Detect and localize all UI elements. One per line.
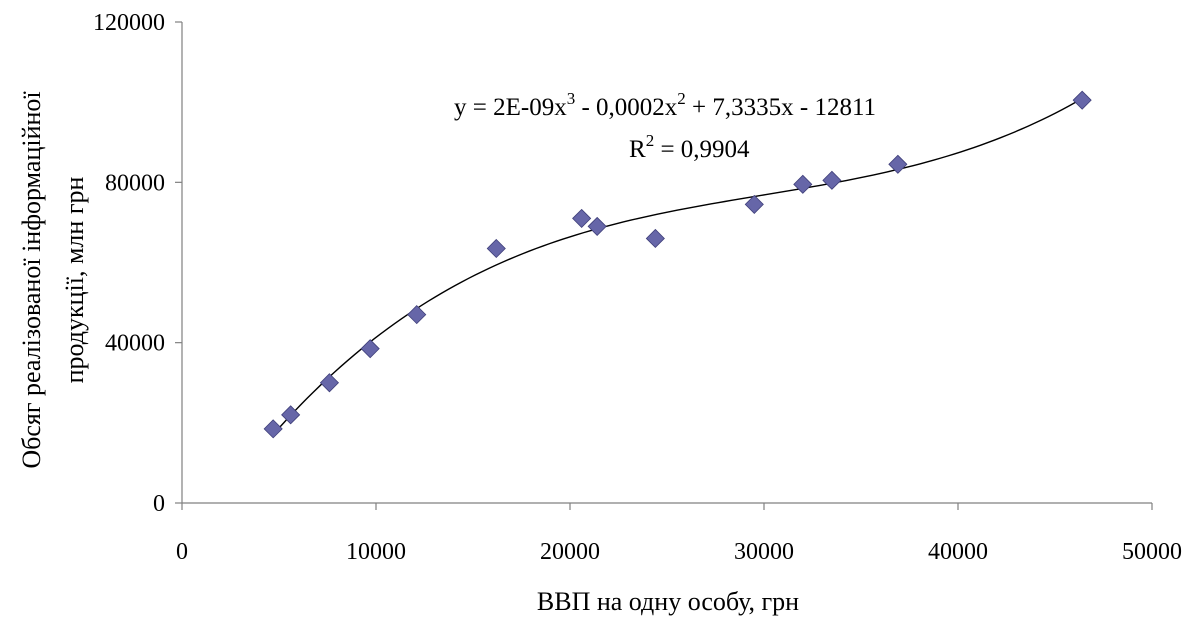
y-tick-label: 120000 [93, 10, 165, 36]
r2-value: = 0,9904 [654, 136, 750, 163]
data-point [486, 238, 506, 259]
equation-part-1: y = 2E-09x [454, 94, 567, 121]
y-tick-label: 80000 [105, 170, 165, 196]
data-point [888, 154, 908, 174]
data-point [263, 419, 283, 439]
data-point [587, 216, 607, 236]
y-axis-title: Обсяг реалізованої інформаційної продукц… [17, 91, 89, 469]
data-point [360, 339, 380, 359]
x-tick-label: 30000 [734, 539, 794, 565]
y-tick-label: 0 [153, 491, 165, 517]
data-point [822, 170, 842, 190]
ticks: 0 10000 20000 30000 40000 50000 0 40000 80000 120… [93, 10, 1182, 565]
x-tick-label: 50000 [1122, 539, 1182, 565]
trendline-equation: y = 2E-09x3 - 0,0002x2 + 7,3335x - 12811 [454, 89, 876, 121]
equation-part-2: - 0,0002x [575, 94, 678, 121]
data-points [263, 90, 1092, 439]
data-point [281, 405, 301, 425]
data-point [645, 228, 665, 249]
y-axis-title-line-2: продукції, млн грн [60, 177, 89, 384]
equation-exponent-3: 3 [567, 89, 576, 108]
x-tick-label: 40000 [928, 539, 988, 565]
x-axis-title: ВВП на одну особу, грн [537, 587, 799, 616]
equation-part-3: + 7,3335x - 12811 [686, 94, 876, 121]
x-tick-label: 20000 [540, 539, 600, 565]
data-point [407, 305, 427, 325]
x-tick-label: 10000 [346, 539, 406, 565]
axes [181, 22, 1152, 504]
y-tick-label: 40000 [105, 331, 165, 357]
y-axis-title-line-1: Обсяг реалізованої інформаційної [17, 91, 46, 469]
r2-exponent: 2 [646, 131, 655, 150]
data-point [793, 174, 813, 194]
data-point [1072, 90, 1092, 110]
data-point [319, 373, 340, 393]
equation-exponent-2: 2 [677, 89, 686, 108]
data-point [572, 208, 592, 228]
r-squared-label: R2 = 0,9904 [629, 131, 750, 163]
x-tick-label: 0 [176, 539, 188, 565]
r2-prefix: R [629, 136, 646, 163]
data-point [744, 194, 764, 214]
